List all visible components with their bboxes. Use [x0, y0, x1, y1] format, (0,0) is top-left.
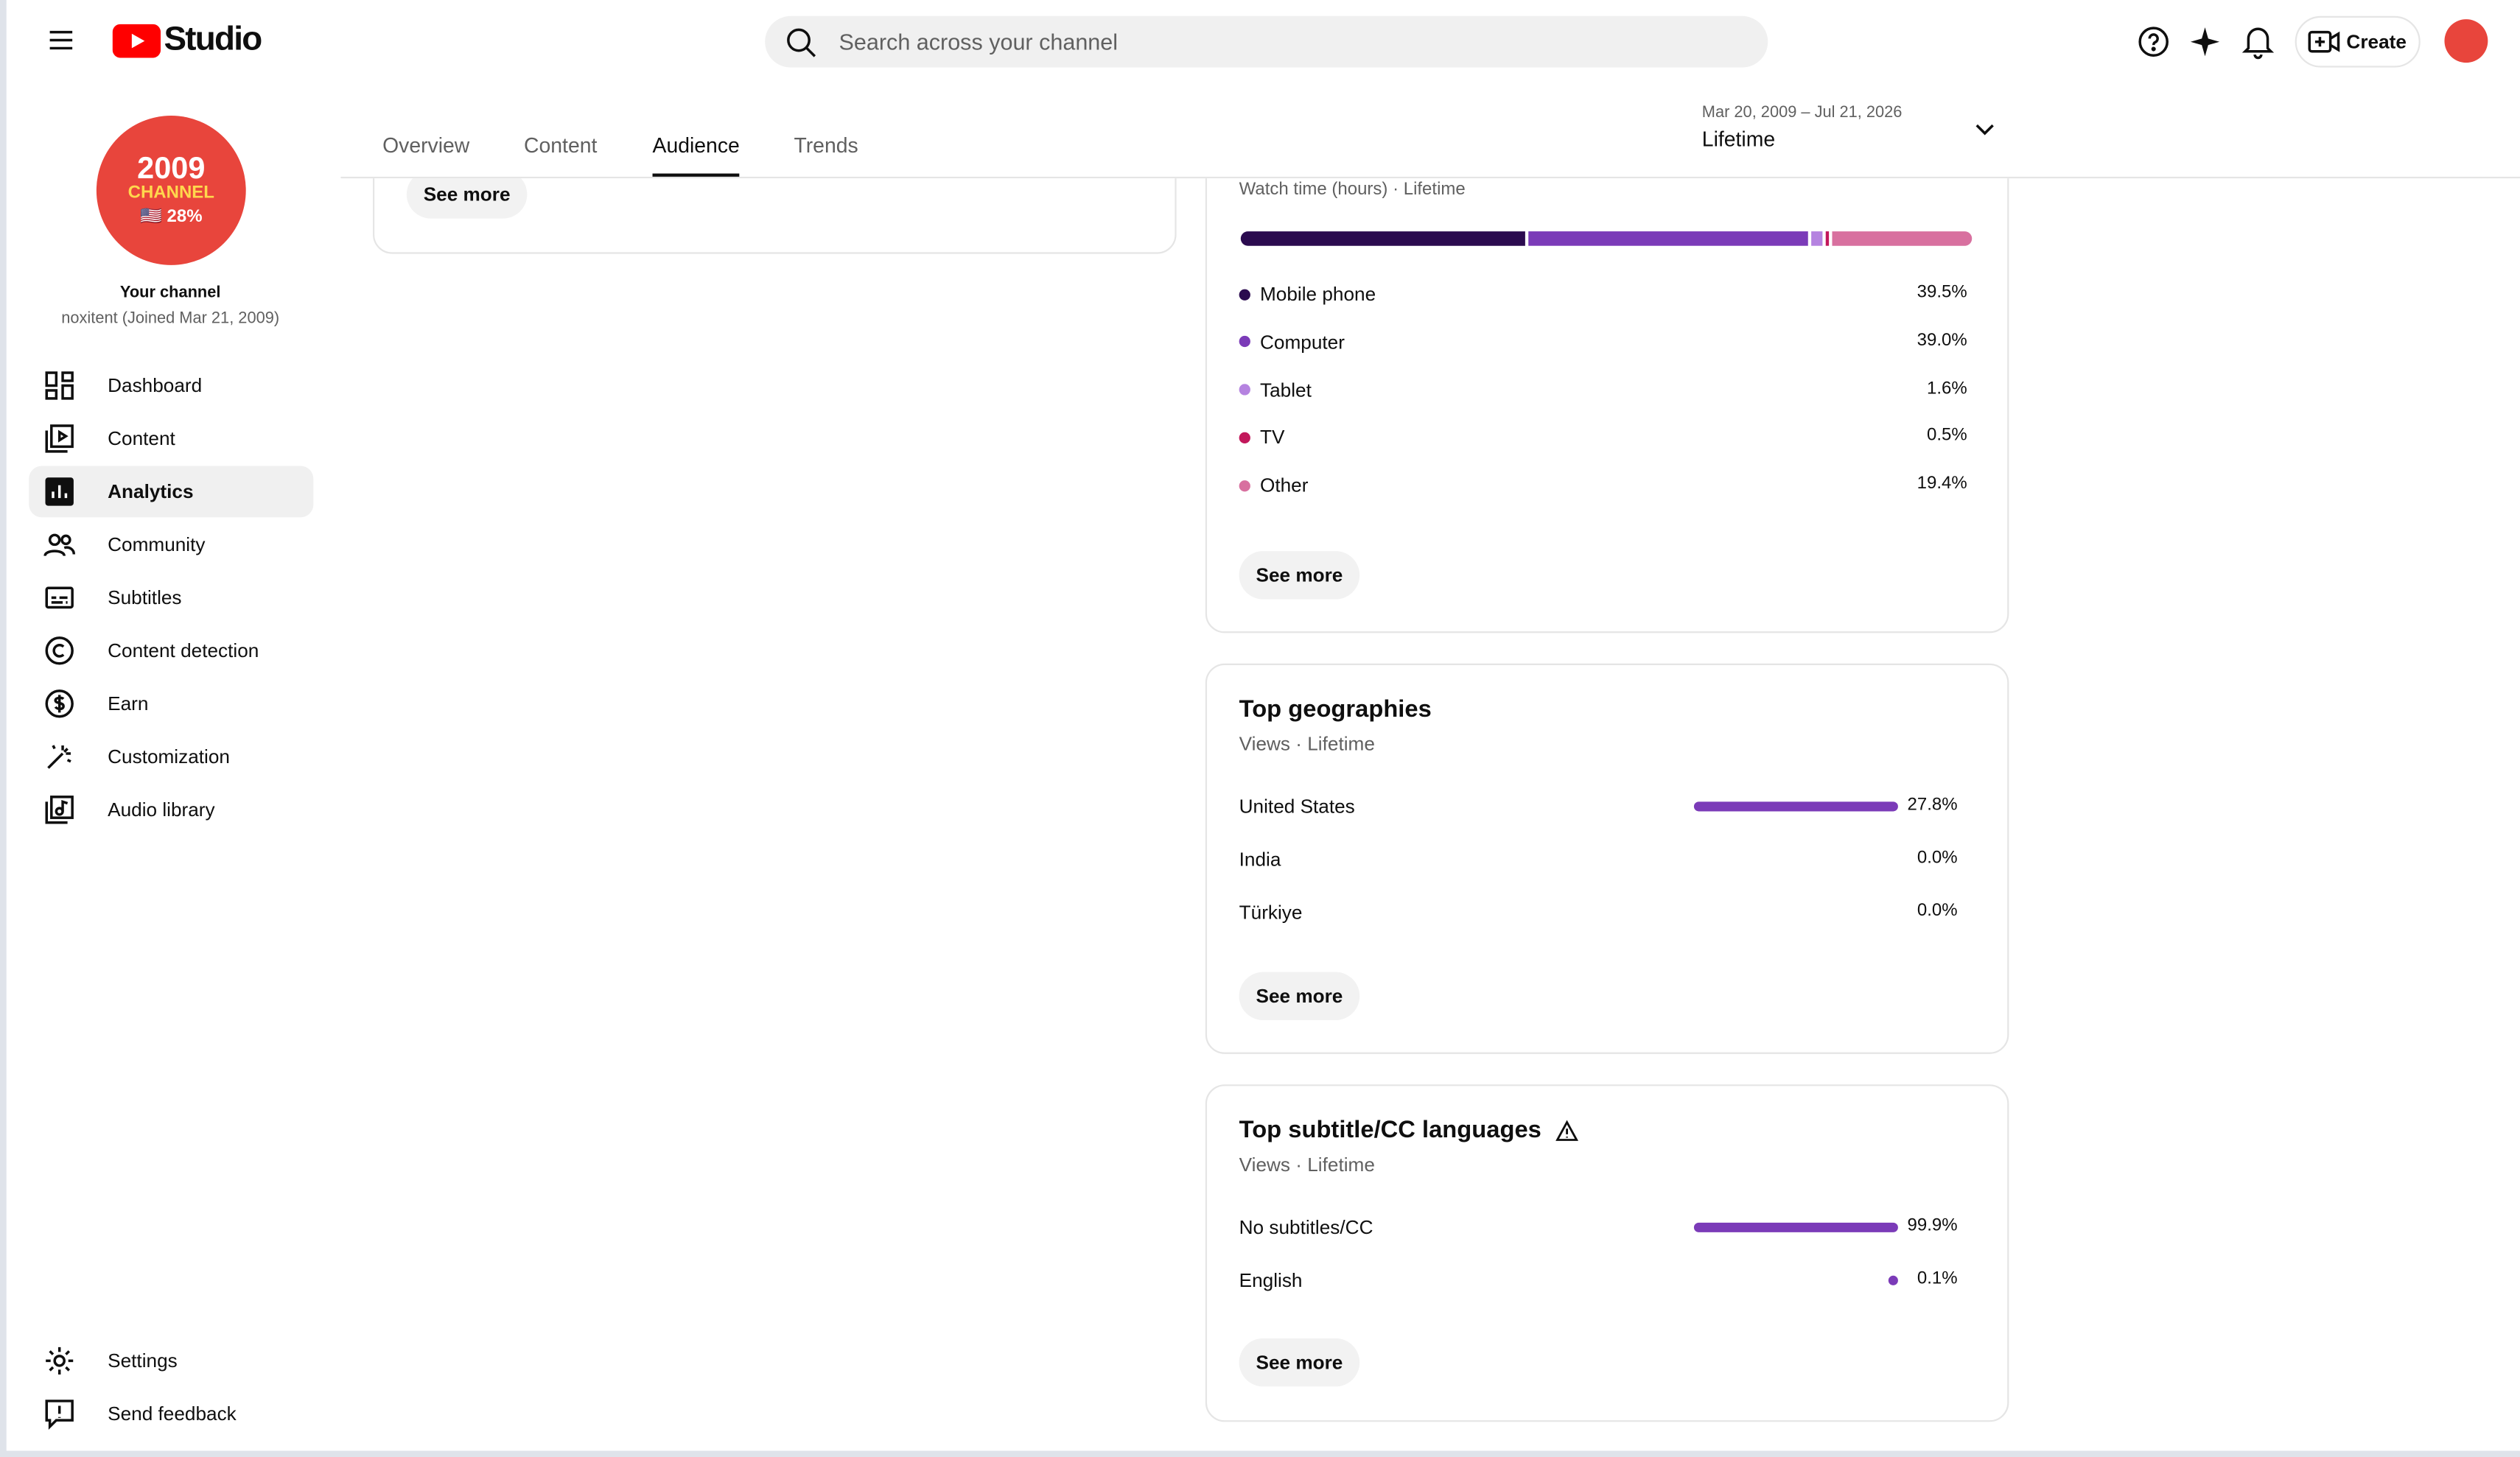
tabs-divider [340, 176, 2520, 179]
device-value: 1.6% [1926, 378, 1967, 398]
nav-highlight [29, 466, 314, 518]
tab[interactable]: Audience [652, 133, 740, 158]
row-name: No subtitles/CC [1239, 1216, 1373, 1239]
create-button[interactable] [2295, 15, 2421, 68]
nav-icon [46, 1347, 74, 1375]
nav-item[interactable]: Customization [108, 745, 230, 768]
create-icon [2308, 30, 2340, 53]
row-value: 0.0% [1917, 848, 1958, 868]
device-segment [1833, 231, 1973, 246]
nav-item[interactable]: Analytics [108, 480, 194, 503]
nav-icon [45, 689, 74, 718]
avatar-line: 🇺🇸 28% [139, 207, 203, 227]
row-bar [1888, 1275, 1898, 1285]
device-name: Mobile phone [1259, 282, 1376, 306]
nav-item[interactable]: Dashboard [108, 374, 203, 397]
nav-icon [45, 796, 74, 824]
row-bar [1693, 1222, 1898, 1232]
device-name: TV [1259, 426, 1285, 449]
see-more-button[interactable]: See more [406, 178, 528, 219]
help-icon[interactable] [2138, 26, 2170, 58]
device-segment [1527, 231, 1808, 246]
create-label: Create [2346, 30, 2407, 53]
nav-item[interactable]: Audio library [108, 798, 215, 821]
tab[interactable]: Overview [382, 133, 470, 158]
spark-icon[interactable] [2189, 26, 2222, 58]
device-value: 39.5% [1917, 282, 1967, 303]
device-name: Other [1259, 474, 1309, 496]
warning-icon[interactable] [1555, 1120, 1578, 1142]
card-title: Top geographies [1239, 695, 1432, 723]
device-segment [1240, 231, 1525, 246]
legend-dot [1239, 336, 1250, 348]
row-name: Türkiye [1239, 901, 1303, 924]
nav-item[interactable]: Content [108, 427, 175, 450]
row-bar [1693, 801, 1898, 812]
row-name: India [1239, 848, 1281, 871]
card-subtitle: Views · Lifetime [1239, 1154, 1375, 1176]
logo-icon[interactable] [112, 24, 161, 58]
row-value: 99.9% [1907, 1216, 1958, 1236]
channel-title: Your channel [119, 284, 221, 303]
legend-dot [1239, 480, 1250, 491]
row-value: 27.8% [1907, 795, 1958, 815]
app-name[interactable]: Studio [164, 21, 262, 58]
nav-item[interactable]: Send feedback [108, 1402, 237, 1425]
device-segment [1810, 231, 1823, 246]
menu-button[interactable] [48, 27, 74, 53]
nav-icon [45, 424, 74, 453]
date-range[interactable]: Mar 20, 2009 – Jul 21, 2026 [1701, 104, 1903, 122]
card-title: Top subtitle/CC languages [1239, 1116, 1541, 1144]
legend-dot [1239, 384, 1250, 396]
avatar-line: CHANNEL [127, 183, 214, 203]
tab[interactable]: Content [524, 133, 598, 158]
nav-item[interactable]: Subtitles [108, 586, 182, 609]
nav-icon [45, 477, 74, 506]
device-name: Computer [1259, 330, 1345, 354]
tab[interactable]: Trends [794, 133, 858, 158]
nav-item[interactable]: Settings [108, 1349, 178, 1372]
card-subtitle: Views · Lifetime [1239, 732, 1375, 756]
search-box[interactable] [765, 15, 1768, 68]
tab-underline [652, 173, 740, 177]
device-value: 19.4% [1917, 474, 1967, 494]
device-name: Tablet [1259, 378, 1312, 401]
row-name: United States [1239, 795, 1355, 818]
nav-icon [43, 533, 76, 557]
device-segment [1825, 231, 1830, 246]
nav-icon [45, 371, 74, 400]
channel-subtitle: noxitent (Joined Mar 21, 2009) [61, 309, 280, 328]
date-period[interactable]: Lifetime [1701, 127, 1776, 152]
card-subtitle: Watch time (hours) · Lifetime [1239, 180, 1466, 200]
see-more-button[interactable]: See more [1239, 551, 1360, 600]
row-value: 0.0% [1917, 901, 1958, 921]
row-value: 0.1% [1917, 1269, 1958, 1289]
avatar-line: 2009 [137, 152, 206, 187]
date-dropdown[interactable] [1973, 122, 1996, 138]
legend-dot [1239, 432, 1250, 443]
search-icon[interactable] [784, 26, 819, 61]
row-name: English [1239, 1269, 1303, 1292]
see-more-button[interactable]: See more [1239, 1338, 1360, 1387]
device-value: 39.0% [1917, 330, 1967, 350]
channel-avatar[interactable] [96, 116, 246, 265]
search-placeholder: Search across your channel [839, 29, 1119, 55]
account-avatar[interactable] [2444, 19, 2488, 63]
nav-icon [45, 586, 74, 609]
see-more-button[interactable]: See more [1239, 972, 1360, 1021]
device-value: 0.5% [1926, 426, 1967, 446]
nav-item[interactable]: Community [108, 533, 206, 556]
legend-dot [1239, 288, 1250, 300]
nav-item[interactable]: Content detection [108, 639, 259, 662]
notifications-icon[interactable] [2241, 24, 2275, 60]
main-content: See more Watch time (hours) · Lifetime Mob… [340, 178, 2520, 1450]
nav-icon [45, 1400, 74, 1430]
nav-icon [45, 636, 74, 665]
nav-item[interactable]: Earn [108, 692, 149, 715]
nav-icon [47, 745, 71, 769]
